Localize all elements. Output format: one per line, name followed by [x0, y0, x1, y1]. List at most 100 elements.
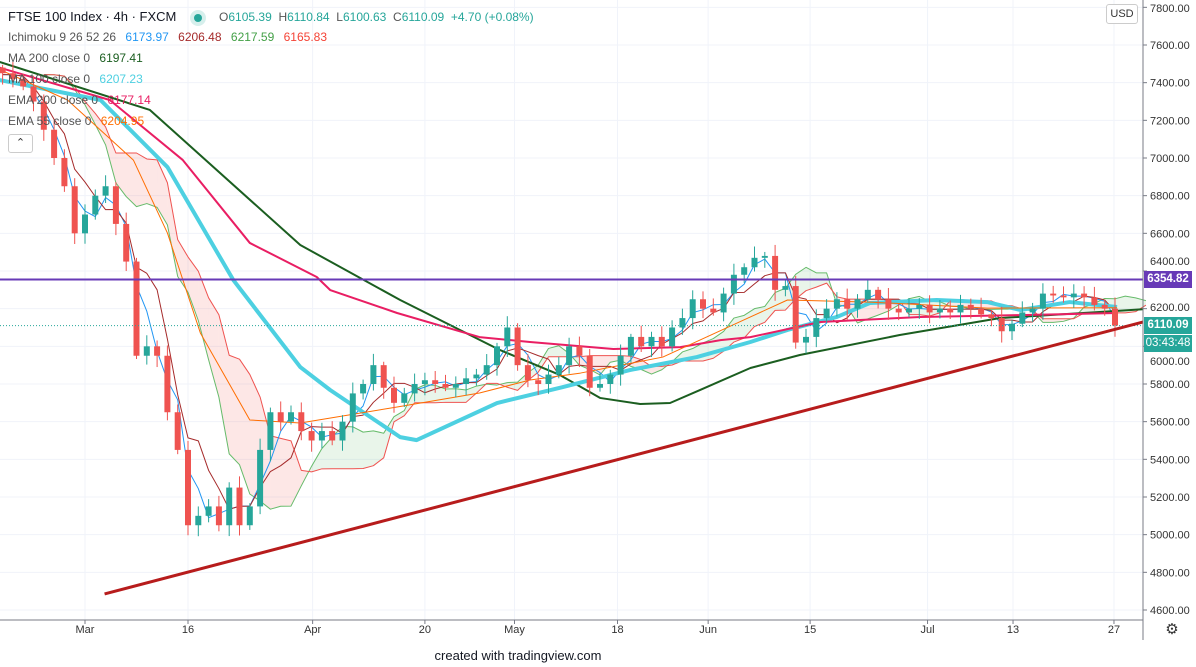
- ema55-value: 6204.95: [100, 114, 145, 128]
- candle-body: [463, 378, 470, 384]
- cloud-segment: [630, 356, 642, 370]
- ma200-value: 6197.41: [99, 51, 143, 65]
- cloud-segment: [291, 440, 302, 507]
- candle-body: [658, 336, 665, 347]
- cloud-segment: [311, 448, 322, 472]
- chart-legend: FTSE 100 Index · 4h · FXCM O6105.39 H611…: [8, 6, 534, 132]
- ohlc-values: O6105.39 H6110.84 L6100.63 C6110.09 +4.7…: [219, 10, 534, 24]
- gear-icon[interactable]: ⚙: [1165, 621, 1179, 638]
- cloud-segment: [208, 297, 219, 398]
- close-value: 6110.09: [401, 10, 445, 24]
- price-tick-label: 7600.00: [1150, 40, 1190, 52]
- cloud-segment: [939, 300, 951, 313]
- price-tick-label: 6400.00: [1150, 256, 1190, 268]
- ma200-line: [0, 61, 1143, 405]
- price-axis[interactable]: 4600.00 4800.00 5000.00 5200.00 5400.00 5600.…: [1143, 3, 1190, 617]
- candle-body: [782, 286, 789, 290]
- candle-body: [916, 304, 923, 309]
- candle-body: [133, 261, 140, 356]
- candle-body: [545, 374, 552, 384]
- candle-body: [143, 346, 150, 356]
- candle-body: [308, 431, 315, 441]
- candle-body: [20, 78, 27, 87]
- candle-body: [51, 129, 58, 158]
- low-value: 6100.63: [342, 10, 387, 24]
- candle-body: [1112, 308, 1118, 326]
- legend-ma200[interactable]: MA 200 close 0 6197.41: [8, 48, 534, 69]
- candle-body: [1009, 323, 1015, 332]
- cloud-segment: [188, 256, 199, 321]
- candle-body: [473, 374, 480, 379]
- candle-body: [288, 412, 294, 422]
- candle-body: [71, 186, 78, 234]
- legend-ema55[interactable]: EMA 55 close 0 6204.95: [8, 111, 534, 132]
- candle-body: [586, 355, 593, 388]
- candle-body: [648, 336, 655, 347]
- candle-body: [102, 186, 109, 196]
- candle-body: [700, 299, 706, 309]
- cloud-segment: [95, 113, 106, 145]
- candle-body: [710, 308, 717, 313]
- candle-body: [679, 318, 686, 328]
- candle-body: [1019, 312, 1026, 324]
- ema200-label: EMA 200 close 0: [8, 93, 99, 107]
- currency-button[interactable]: USD: [1106, 4, 1138, 24]
- legend-ema200[interactable]: EMA 200 close 0 6177.14: [8, 90, 534, 111]
- footer-credit: created with tradingview.com: [434, 648, 602, 663]
- candle-body: [555, 365, 562, 375]
- symbol-title[interactable]: FTSE 100 Index · 4h · FXCM: [8, 9, 177, 24]
- ma100-value: 6207.23: [99, 72, 143, 86]
- legend-ma100[interactable]: MA 100 close 0 6207.23: [8, 69, 534, 90]
- price-tick-label: 7000.00: [1150, 153, 1190, 165]
- candle-body: [339, 421, 346, 441]
- change-value: +4.70 (+0.08%): [450, 10, 534, 24]
- candle-body: [988, 314, 995, 319]
- cloud-segment: [198, 271, 209, 360]
- candle-body: [123, 223, 130, 262]
- cloud-segment: [548, 345, 559, 357]
- drawings: [0, 278, 1144, 596]
- legend-ichimoku[interactable]: Ichimoku 9 26 52 26 6173.97 6206.48 6217…: [8, 27, 534, 48]
- collapse-legend-button[interactable]: ⌃: [8, 134, 33, 153]
- candle-body: [669, 327, 676, 347]
- candle-body: [627, 336, 634, 356]
- cloud-segment: [1125, 296, 1136, 313]
- cloud-segment: [126, 153, 137, 207]
- ichimoku-base-line: [2, 74, 1116, 510]
- candle-body: [411, 383, 418, 394]
- cloud-segment: [435, 385, 446, 403]
- candle-body: [154, 346, 161, 356]
- candle-body: [30, 86, 37, 102]
- price-tick-label: 7400.00: [1150, 78, 1190, 90]
- candle-body: [978, 308, 985, 315]
- cloud-segment: [321, 436, 333, 469]
- time-tick-label: Jul: [921, 624, 935, 636]
- cloud-segment: [373, 430, 384, 466]
- candle-body: [483, 365, 490, 375]
- ichimoku-cloud: [43, 74, 1146, 510]
- price-tick-label: 4600.00: [1150, 605, 1190, 617]
- time-tick-label: 18: [611, 624, 623, 636]
- time-axis[interactable]: Mar 16 Apr 20 May 18 Jun 15 Jul 13 27: [76, 620, 1121, 636]
- candle-body: [401, 393, 408, 403]
- candle-body: [257, 449, 264, 507]
- ichimoku-conversion-value: 6173.97: [125, 30, 169, 44]
- candle-body: [524, 365, 531, 381]
- candle-body: [318, 431, 325, 441]
- candle-body: [792, 286, 799, 343]
- time-tick-label: 20: [419, 624, 431, 636]
- cloud-segment: [1042, 318, 1054, 323]
- candle-body: [1060, 295, 1067, 298]
- cloud-segment: [136, 153, 147, 207]
- ema55-line: [0, 69, 1118, 424]
- ichimoku-lead1-line: [43, 74, 1147, 510]
- candle-body: [844, 299, 851, 309]
- candle-body: [40, 101, 47, 130]
- candle-body: [174, 412, 181, 450]
- candle-body: [823, 308, 830, 319]
- candle-body: [1050, 293, 1057, 296]
- candle-body: [514, 327, 521, 366]
- low-label: L: [336, 10, 343, 24]
- candle-body: [730, 274, 737, 294]
